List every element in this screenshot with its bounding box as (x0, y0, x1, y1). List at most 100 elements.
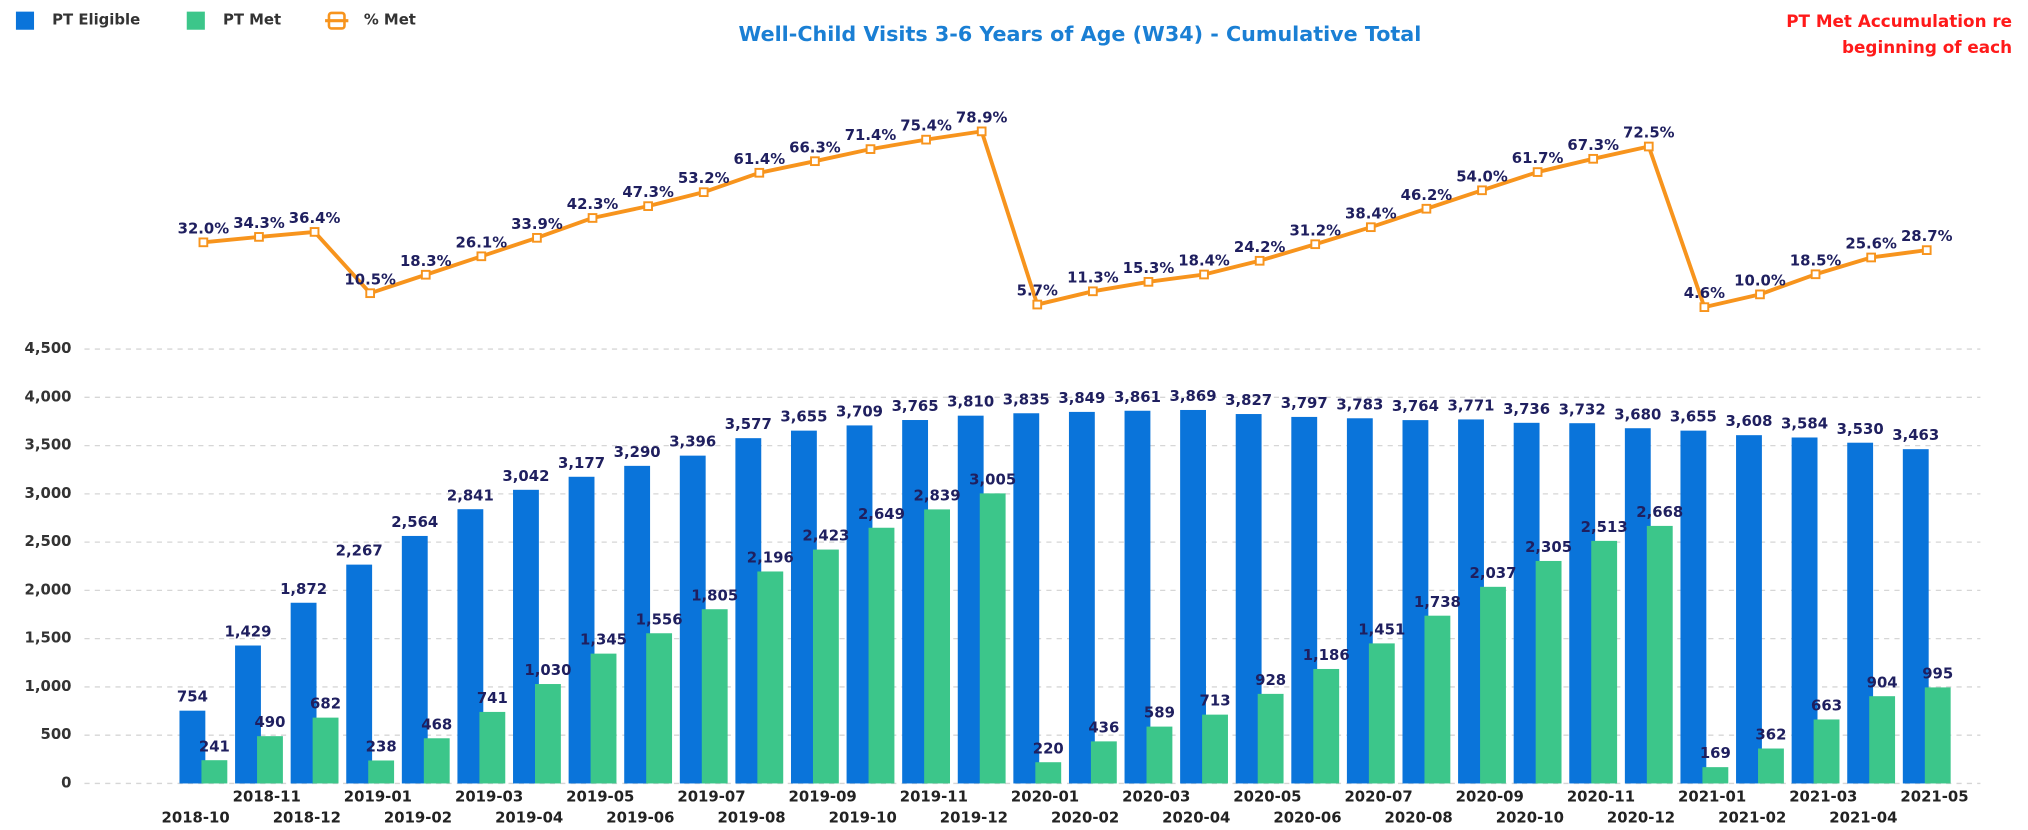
value-label: 713 (1200, 692, 1231, 710)
bar (1257, 693, 1284, 784)
bar (368, 760, 395, 784)
value-label: 3,177 (558, 454, 605, 472)
value-label: 3,732 (1559, 400, 1606, 418)
value-label: 2,423 (802, 527, 849, 545)
bar (1902, 449, 1929, 784)
value-label: 663 (1811, 697, 1842, 715)
bar (1346, 418, 1373, 784)
value-label: 3,396 (669, 433, 716, 451)
line (203, 129, 1927, 310)
bar (290, 602, 317, 784)
x-tick-label: 2020-02 (1051, 808, 1119, 826)
bar (924, 509, 951, 784)
bar (1013, 413, 1040, 784)
bar (479, 711, 506, 784)
value-label: 1,872 (280, 580, 327, 598)
value-label: 34.3% (233, 214, 285, 232)
value-label: 3,680 (1614, 405, 1661, 423)
value-label: 24.2% (1234, 238, 1286, 256)
value-label: 10.5% (344, 270, 396, 288)
y-tick-label: 1,500 (25, 629, 72, 647)
point (1421, 203, 1432, 214)
point (1588, 153, 1599, 164)
value-label: 5.7% (1017, 282, 1058, 300)
bar (346, 564, 373, 784)
y-tick-label: 1,000 (25, 677, 72, 695)
point (1921, 245, 1932, 255)
value-label: 3,797 (1281, 394, 1328, 412)
x-tick-label: 2021-04 (1829, 808, 1897, 826)
bar (1702, 767, 1729, 784)
point (754, 167, 765, 178)
bar (1291, 416, 1318, 784)
value-label: 33.9% (511, 215, 563, 233)
bar (902, 420, 929, 784)
bar (1458, 419, 1484, 784)
bar (590, 653, 617, 784)
value-label: 1,738 (1414, 593, 1461, 611)
bar (568, 476, 595, 784)
x-tick-label: 2020-01 (1011, 788, 1079, 806)
bar (1758, 748, 1784, 784)
value-label: 31.2% (1289, 221, 1341, 239)
x-tick-label: 2020-09 (1456, 788, 1524, 806)
bar (1146, 726, 1173, 784)
value-label: 32.0% (178, 219, 230, 237)
value-label: 15.3% (1123, 259, 1175, 277)
value-label: 169 (1700, 744, 1731, 762)
value-label: 3,783 (1336, 395, 1383, 413)
value-label: 2,513 (1581, 518, 1628, 536)
y-tick-label: 2,000 (25, 580, 72, 598)
bar (624, 465, 651, 784)
bar (1480, 586, 1506, 784)
value-label: 904 (1867, 673, 1898, 691)
value-label: 3,042 (502, 467, 549, 485)
value-label: 2,196 (747, 549, 794, 567)
bar (1646, 525, 1673, 784)
bar (646, 633, 673, 784)
value-label: 741 (477, 689, 508, 707)
bar (423, 738, 450, 784)
point (1032, 299, 1043, 310)
x-tick-label: 2019-12 (940, 808, 1008, 826)
value-label: 3,577 (725, 415, 772, 433)
point (921, 134, 931, 145)
value-label: 2,305 (1525, 538, 1572, 556)
y-tick-label: 2,500 (25, 532, 72, 550)
value-label: 241 (199, 737, 230, 755)
y-tick-label: 3,500 (25, 436, 72, 454)
bar (868, 527, 895, 784)
note: beginning of each (1842, 37, 2012, 57)
value-label: 3,530 (1837, 420, 1884, 438)
x-tick-label: 2020-05 (1233, 788, 1301, 806)
value-label: 3,584 (1781, 415, 1828, 433)
value-label: 3,709 (836, 402, 883, 420)
bar (1680, 430, 1707, 784)
x-tick-label: 2019-04 (495, 808, 563, 826)
x-tick-label: 2019-07 (677, 788, 745, 806)
bar (535, 684, 561, 784)
x-tick-label: 2020-04 (1162, 808, 1230, 826)
bar (1313, 668, 1340, 784)
value-label: 46.2% (1401, 186, 1453, 204)
value-label: 1,805 (691, 586, 738, 604)
point (1755, 289, 1765, 300)
value-label: 38.4% (1345, 204, 1397, 222)
legend-swatch (186, 11, 205, 30)
value-label: 3,835 (1003, 390, 1050, 408)
value-label: 2,668 (1636, 503, 1683, 521)
value-label: 754 (177, 688, 208, 706)
x-tick-label: 2021-01 (1678, 788, 1746, 806)
value-label: 3,810 (947, 393, 994, 411)
value-label: 2,037 (1469, 564, 1516, 582)
bar (201, 760, 228, 784)
bar (1736, 435, 1762, 784)
point (810, 156, 820, 167)
value-label: 47.3% (622, 183, 674, 201)
point (1477, 185, 1487, 196)
bar (1591, 540, 1618, 784)
bar (1068, 411, 1095, 784)
point (198, 237, 209, 248)
value-label: 682 (310, 695, 341, 713)
value-label: 490 (254, 713, 285, 731)
